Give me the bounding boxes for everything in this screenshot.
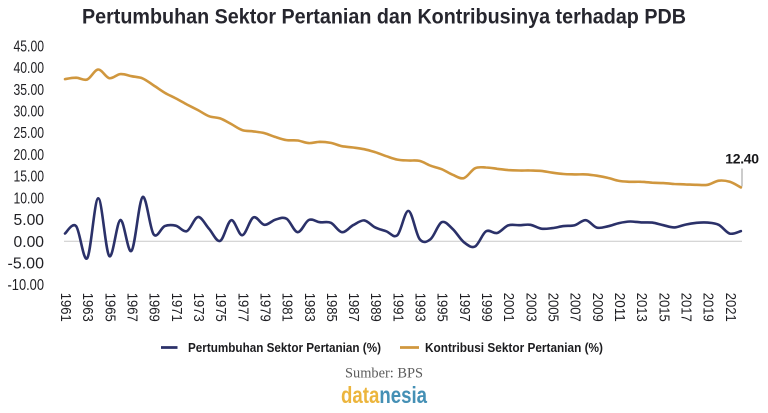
svg-text:2015: 2015 bbox=[655, 293, 671, 322]
svg-text:1967: 1967 bbox=[124, 293, 140, 322]
svg-text:1993: 1993 bbox=[412, 293, 428, 322]
svg-text:2001: 2001 bbox=[500, 293, 516, 322]
svg-text:20.00: 20.00 bbox=[14, 147, 45, 164]
svg-text:2021: 2021 bbox=[722, 293, 738, 322]
svg-text:1987: 1987 bbox=[345, 293, 361, 322]
svg-text:2011: 2011 bbox=[611, 293, 627, 322]
svg-text:2005: 2005 bbox=[545, 293, 561, 322]
svg-text:40.00: 40.00 bbox=[14, 60, 45, 77]
svg-text:1983: 1983 bbox=[301, 293, 317, 322]
svg-text:1995: 1995 bbox=[434, 293, 450, 322]
svg-text:45.00: 45.00 bbox=[14, 38, 45, 55]
svg-text:1981: 1981 bbox=[279, 293, 295, 322]
svg-text:-10.00: -10.00 bbox=[8, 277, 45, 294]
svg-text:-5.00: -5.00 bbox=[8, 256, 45, 273]
svg-text:Kontribusi Sektor Pertanian (%: Kontribusi Sektor Pertanian (%) bbox=[425, 341, 603, 355]
svg-text:2009: 2009 bbox=[589, 293, 605, 322]
svg-text:2019: 2019 bbox=[700, 293, 716, 322]
svg-text:25.00: 25.00 bbox=[14, 125, 45, 142]
svg-text:Sumber: BPS: Sumber: BPS bbox=[345, 366, 423, 382]
svg-text:35.00: 35.00 bbox=[14, 82, 45, 99]
svg-text:1973: 1973 bbox=[190, 293, 206, 322]
svg-text:2003: 2003 bbox=[522, 293, 538, 322]
svg-text:15.00: 15.00 bbox=[14, 169, 45, 186]
svg-text:30.00: 30.00 bbox=[14, 104, 45, 121]
svg-text:1961: 1961 bbox=[57, 293, 73, 322]
svg-text:Pertumbuhan Sektor Pertanian (: Pertumbuhan Sektor Pertanian (%) bbox=[188, 341, 381, 355]
svg-text:0.00: 0.00 bbox=[14, 234, 45, 251]
svg-text:12.40: 12.40 bbox=[725, 151, 759, 167]
svg-text:1991: 1991 bbox=[389, 293, 405, 322]
svg-text:1985: 1985 bbox=[323, 293, 339, 322]
svg-text:2007: 2007 bbox=[567, 293, 583, 322]
svg-text:1989: 1989 bbox=[367, 293, 383, 322]
svg-text:2013: 2013 bbox=[633, 293, 649, 322]
svg-text:1969: 1969 bbox=[146, 293, 162, 322]
svg-text:10.00: 10.00 bbox=[14, 190, 45, 207]
svg-text:1979: 1979 bbox=[256, 293, 272, 322]
svg-text:1963: 1963 bbox=[79, 293, 95, 322]
svg-text:1975: 1975 bbox=[212, 293, 228, 322]
svg-text:Pertumbuhan Sektor Pertanian d: Pertumbuhan Sektor Pertanian dan Kontrib… bbox=[82, 6, 686, 29]
svg-text:1997: 1997 bbox=[456, 293, 472, 322]
svg-text:1999: 1999 bbox=[478, 293, 494, 322]
svg-text:datanesia: datanesia bbox=[341, 382, 428, 408]
svg-text:1977: 1977 bbox=[234, 293, 250, 322]
svg-text:2017: 2017 bbox=[678, 293, 694, 322]
svg-text:5.00: 5.00 bbox=[14, 212, 45, 229]
svg-text:1971: 1971 bbox=[168, 293, 184, 322]
svg-text:1965: 1965 bbox=[101, 293, 117, 322]
